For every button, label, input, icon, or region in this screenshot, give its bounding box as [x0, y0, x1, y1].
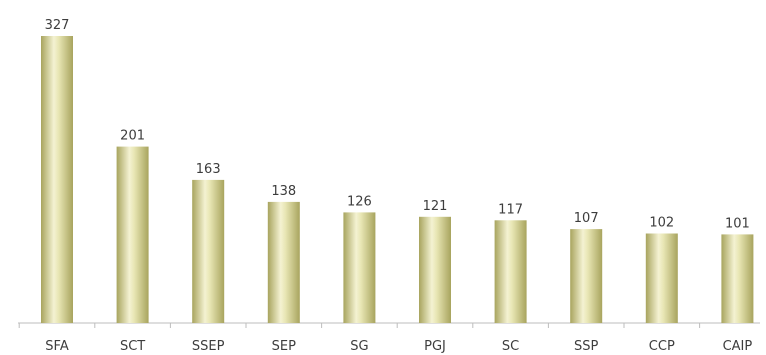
bar-ssp	[570, 229, 603, 323]
x-tick-label-ssep: SSEP	[192, 339, 225, 354]
bar-pgj	[419, 216, 451, 323]
value-label-sc: 117	[498, 202, 523, 217]
bar-sfa	[41, 36, 73, 323]
value-label-sct: 201	[120, 129, 145, 144]
bars-group	[41, 36, 754, 323]
bar-sep	[267, 201, 300, 323]
x-tick-label-sg: SG	[350, 339, 368, 354]
bar-caip	[721, 234, 754, 323]
x-tick-label-ssp: SSP	[574, 339, 599, 354]
x-tick-label-caip: CAIP	[723, 339, 753, 354]
value-labels-group: 327 201 163 138 126 121 117 107 102 101	[45, 18, 750, 231]
x-tick-label-sep: SEP	[272, 339, 296, 354]
bar-sc	[494, 220, 527, 323]
x-tick-label-sc: SC	[502, 339, 519, 354]
x-tick-label-sct: SCT	[120, 339, 145, 354]
value-label-pgj: 121	[423, 199, 448, 214]
value-label-caip: 101	[725, 216, 750, 231]
bar-ssep	[192, 179, 225, 323]
value-label-ssp: 107	[574, 211, 599, 226]
value-label-ssep: 163	[196, 162, 221, 177]
x-axis-ticks	[18, 323, 701, 328]
x-tick-labels-group: SFA SCT SSEP SEP SG PGJ SC SSP CCP CAIP	[45, 339, 752, 354]
value-label-sg: 126	[347, 194, 372, 209]
bar-sct	[116, 146, 149, 323]
value-label-sfa: 327	[45, 18, 70, 33]
x-tick-label-pgj: PGJ	[424, 339, 446, 354]
x-tick-label-sfa: SFA	[45, 339, 69, 354]
x-tick-label-ccp: CCP	[649, 339, 675, 354]
value-label-sep: 138	[271, 184, 296, 199]
bar-ccp	[645, 233, 678, 323]
value-label-ccp: 102	[649, 216, 674, 231]
bar-sg	[343, 212, 376, 323]
